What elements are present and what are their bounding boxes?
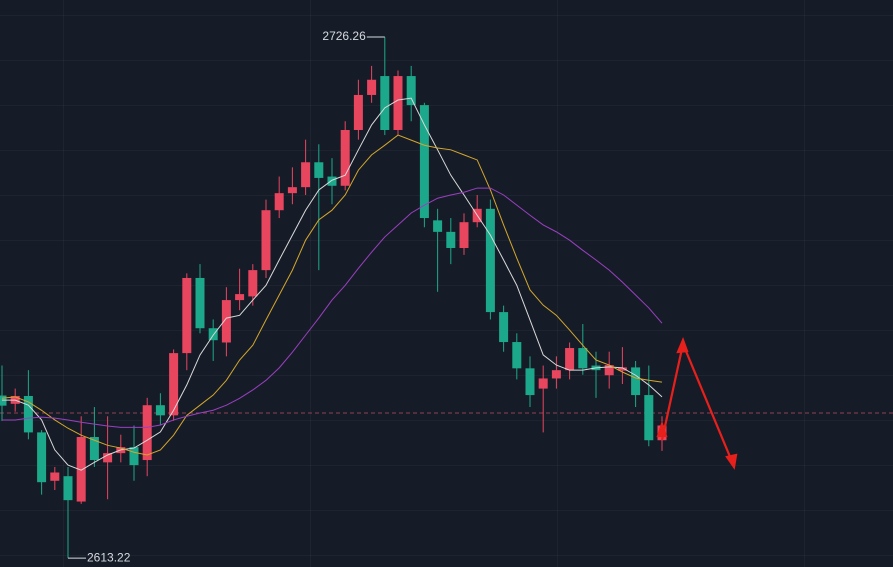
candle-body	[37, 432, 47, 483]
candle-body	[446, 231, 456, 249]
candle-body	[353, 94, 363, 130]
moving-average	[2, 187, 663, 428]
candle-body	[393, 76, 403, 130]
candle-body	[631, 367, 641, 396]
moving-average	[1, 134, 663, 456]
candle-body	[340, 129, 350, 186]
candle-body	[129, 447, 139, 466]
candle-body	[287, 187, 297, 194]
arrow-head	[676, 336, 689, 354]
candle-body	[314, 162, 324, 178]
candle-body	[485, 208, 495, 313]
arrow-head	[725, 453, 738, 470]
candle-body	[23, 395, 33, 433]
candle-body	[433, 220, 443, 232]
candle-body	[142, 405, 152, 461]
high-label: 2726.26	[322, 29, 366, 43]
candle-body	[301, 162, 311, 188]
candle-body	[367, 79, 377, 95]
candle-body	[235, 294, 245, 301]
candle-body	[525, 368, 535, 396]
arrow-head	[656, 420, 668, 438]
candle-body	[499, 312, 509, 343]
candle-body	[617, 367, 627, 371]
annotation-arrows	[656, 336, 738, 470]
candle-body	[380, 76, 390, 130]
candle-body	[103, 453, 113, 463]
candle-body	[63, 476, 73, 501]
candle-body	[221, 300, 231, 343]
candle-body	[195, 277, 205, 329]
low-label: 2613.22	[87, 550, 131, 564]
candle-body	[182, 277, 192, 354]
candle-body	[419, 105, 429, 219]
candle-body	[261, 210, 271, 271]
candle-body	[644, 395, 654, 441]
forecast-arrow	[660, 340, 735, 465]
candle-body	[76, 437, 86, 502]
candle-body	[538, 378, 548, 389]
candle-body	[459, 222, 469, 249]
candle-body	[565, 348, 575, 371]
candle-body	[248, 270, 258, 297]
candle-body	[169, 353, 179, 416]
candle-body	[512, 342, 522, 369]
candle-body	[604, 365, 614, 376]
candle-body	[274, 193, 284, 211]
candle-body	[89, 437, 99, 461]
candle-body	[50, 472, 60, 481]
candle-body	[551, 370, 561, 379]
candle-body	[327, 176, 337, 186]
candle-body	[208, 328, 218, 341]
candle-body	[155, 405, 165, 416]
moving-average	[2, 97, 663, 471]
candle-body	[406, 76, 416, 106]
candle-body	[578, 348, 588, 369]
